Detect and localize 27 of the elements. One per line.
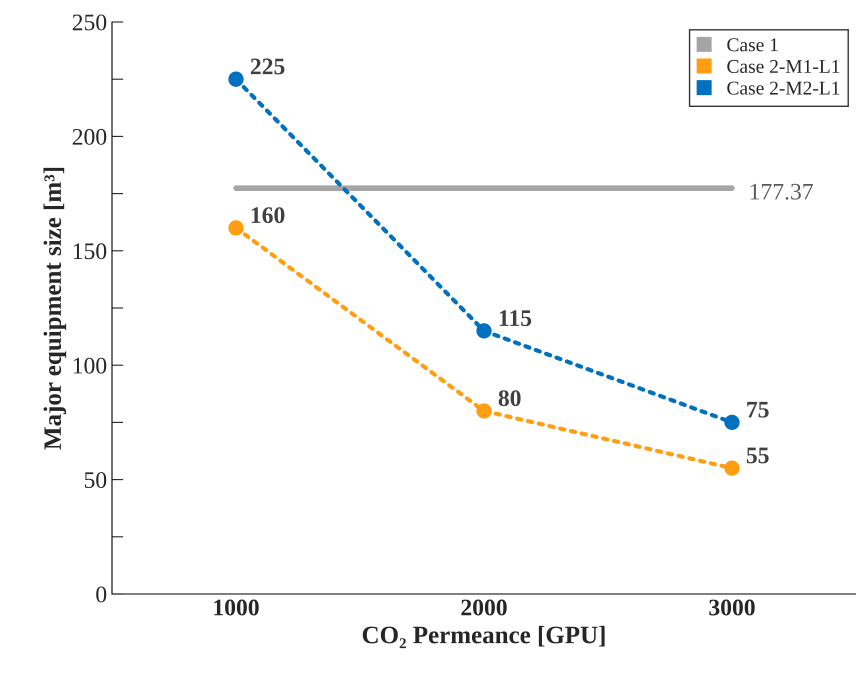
y-tick-label: 250 [72, 14, 106, 30]
data-label: 160 [252, 207, 284, 224]
y-axis-title: Major equipment size [m³] [43, 168, 66, 450]
data-label: 75 [747, 402, 769, 418]
y-tick-label: 200 [72, 128, 106, 145]
data-label: 115 [500, 310, 532, 326]
y-tick-label: 50 [84, 472, 106, 488]
x-tick-label: 2000 [461, 600, 507, 616]
data-label: 80 [498, 390, 521, 406]
x-tick-label: 3000 [709, 600, 755, 616]
point [476, 403, 492, 419]
point [228, 220, 244, 236]
data-label: 177.37 [750, 184, 813, 200]
data-label: 225 [250, 58, 284, 74]
x-tick-label: 1000 [214, 600, 259, 616]
data-label: 55 [746, 448, 769, 464]
point [724, 414, 740, 430]
legend-label: Case 1 [727, 38, 778, 52]
point [228, 72, 244, 87]
point [476, 323, 492, 339]
legend-label: Case 2-M1-L1 [727, 60, 840, 73]
y-tick-label: 0 [96, 586, 106, 602]
legend-label: Case 2-M2-L1 [727, 82, 840, 95]
y-tick-label: 100 [74, 358, 106, 374]
x-axis-title: CO₂ Permeance [GPU] [362, 626, 605, 648]
y-tick-label: 150 [74, 243, 106, 260]
point [724, 460, 740, 476]
